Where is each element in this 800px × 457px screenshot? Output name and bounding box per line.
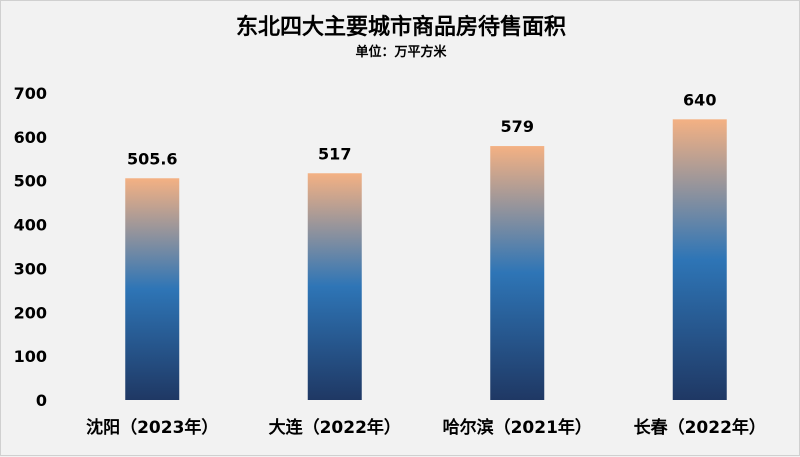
bar: [307, 173, 362, 400]
y-tick-label: 0: [36, 391, 47, 410]
x-tick-label: 大连（2022年）: [269, 417, 401, 438]
chart-subtitle: 单位：万平方米: [355, 45, 447, 60]
x-tick-label: 沈阳（2023年）: [86, 417, 218, 438]
x-axis: 沈阳（2023年） 大连（2022年） 哈尔滨（2021年） 长春（2022年）: [86, 417, 766, 438]
bar-series: 505.6 517 579 640: [125, 90, 727, 401]
chart-title: 东北四大主要城市商品房待售面积: [235, 15, 566, 40]
y-axis: 0 100 200 300 400 500 600 700: [14, 84, 47, 410]
y-tick-label: 400: [14, 216, 47, 235]
x-tick-label: 哈尔滨（2021年）: [443, 417, 592, 438]
bar-value-label: 579: [501, 117, 534, 136]
bar-value-label: 640: [683, 90, 716, 109]
x-tick-label: 长春（2022年）: [634, 417, 766, 438]
bar: [490, 146, 545, 400]
bar-value-label: 505.6: [127, 149, 178, 168]
y-tick-label: 700: [14, 84, 47, 103]
bar-value-label: 517: [318, 144, 351, 163]
y-tick-label: 500: [14, 172, 47, 191]
y-tick-label: 100: [14, 347, 47, 366]
bar: [672, 119, 727, 401]
y-tick-label: 600: [14, 128, 47, 147]
y-tick-label: 300: [14, 259, 47, 278]
bar: [125, 178, 180, 400]
y-tick-label: 200: [14, 303, 47, 322]
